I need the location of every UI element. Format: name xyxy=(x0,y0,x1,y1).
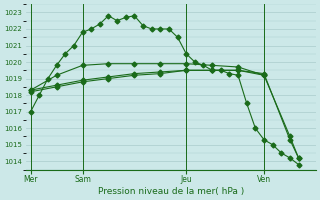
X-axis label: Pression niveau de la mer( hPa ): Pression niveau de la mer( hPa ) xyxy=(98,187,244,196)
